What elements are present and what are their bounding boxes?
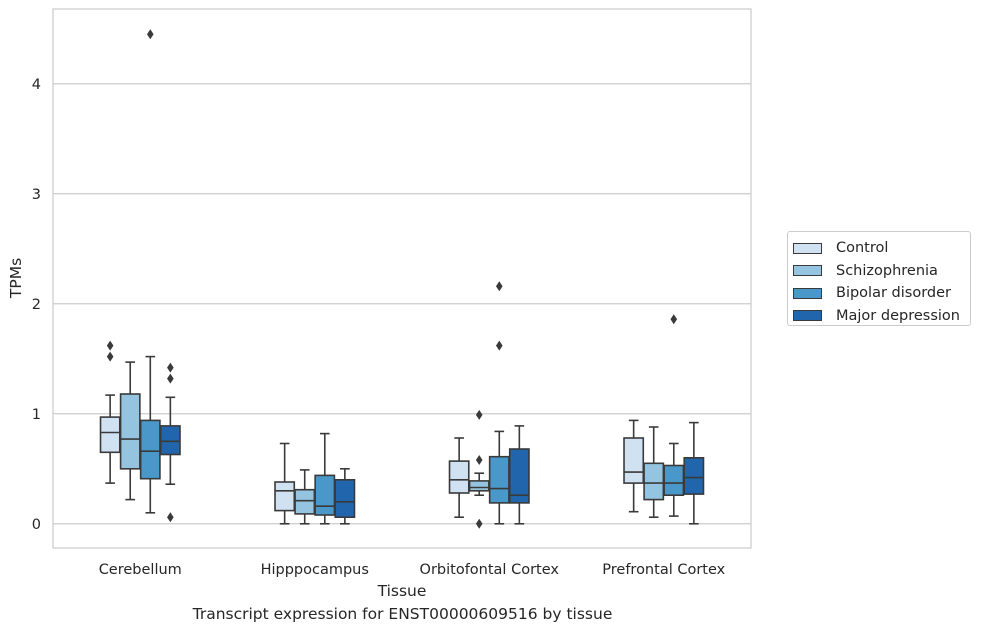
outlier-point (146, 29, 154, 40)
legend-swatch (793, 265, 822, 277)
y-axis-label: TPMs (7, 258, 25, 299)
legend-item: Schizophrenia (793, 260, 970, 283)
outlier-point (475, 455, 483, 465)
x-tick-label: Cerebellum (99, 562, 182, 578)
box-body (663, 464, 685, 497)
legend-label: Bipolar disorder (836, 285, 951, 302)
box-major-depression (508, 425, 530, 525)
box-body (159, 425, 181, 456)
legend-item: Control (793, 237, 970, 260)
outlier-point (475, 409, 483, 420)
box-body (334, 478, 356, 518)
outlier-point (106, 340, 114, 351)
box-body (468, 480, 490, 492)
box-schizophrenia (468, 409, 490, 529)
box-plot-marks (99, 29, 705, 529)
chart-legend: Control Schizophrenia Bipolar disorder Majo… (787, 231, 971, 326)
x-tick-labels: Cerebellum Hipppocampus Orbitofontal Corte… (99, 562, 726, 578)
box-control (99, 340, 121, 484)
legend-swatch (793, 242, 822, 254)
box-schizophrenia (643, 426, 665, 519)
box-schizophrenia (119, 361, 141, 501)
grid-lines (53, 83, 751, 525)
box-schizophrenia (294, 469, 316, 525)
box-major-depression (334, 467, 356, 525)
y-tick-label: 4 (32, 77, 41, 93)
box-control (623, 419, 645, 513)
box-body (683, 456, 705, 495)
box-major-depression (683, 421, 705, 525)
x-tick-label: Prefrontal Cortex (602, 562, 725, 578)
chart-caption: Transcript expression for ENST0000060951… (192, 605, 613, 623)
legend-item: Major depression (793, 305, 970, 328)
box-body (314, 474, 336, 516)
x-axis-label: Tissue (377, 582, 427, 600)
outlier-point (475, 518, 483, 529)
legend-label: Schizophrenia (836, 262, 938, 279)
plot-frame (52, 8, 752, 549)
legend-swatch (793, 310, 822, 322)
box-body (643, 462, 665, 501)
box-control (274, 442, 296, 525)
y-tick-labels: 0 1 2 3 4 (32, 77, 41, 533)
outlier-point (495, 281, 503, 292)
box-body (119, 393, 141, 470)
outlier-point (167, 512, 174, 523)
legend-item: Bipolar disorder (793, 282, 970, 305)
box-bipolar-disorder (314, 432, 336, 525)
x-tick-label: Hipppocampus (261, 562, 369, 578)
y-tick-label: 2 (32, 297, 41, 313)
outlier-point (495, 340, 503, 351)
box-body (448, 460, 470, 494)
y-tick-label: 3 (32, 187, 41, 203)
box-control (448, 437, 470, 519)
y-tick-label: 1 (32, 407, 41, 423)
x-tick-label: Orbitofontal Cortex (420, 562, 560, 578)
box-body (274, 481, 296, 512)
box-body (488, 455, 510, 504)
box-body (623, 437, 645, 484)
box-body (99, 416, 121, 454)
box-bipolar-disorder (488, 281, 510, 525)
legend-swatch (793, 287, 822, 299)
box-body (294, 488, 316, 515)
outlier-point (106, 351, 114, 362)
box-bipolar-disorder (663, 314, 685, 517)
box-bipolar-disorder (139, 29, 161, 514)
box-body (139, 419, 161, 480)
box-major-depression (159, 362, 181, 523)
legend-label: Control (836, 240, 889, 257)
y-tick-label: 0 (32, 517, 41, 533)
outlier-point (167, 373, 174, 384)
box-body (508, 448, 530, 504)
outlier-point (670, 314, 678, 325)
outlier-point (167, 362, 174, 373)
legend-label: Major depression (836, 307, 960, 324)
